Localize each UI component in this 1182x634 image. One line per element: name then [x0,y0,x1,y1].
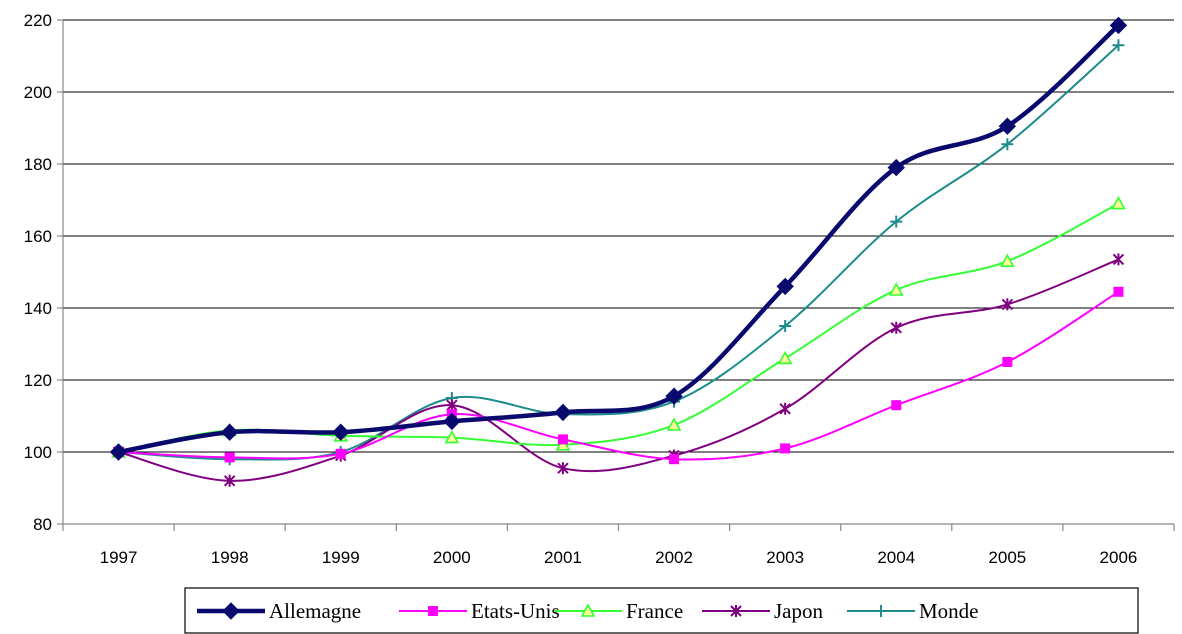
data-point-allemagne [776,277,794,296]
x-tick-label: 2001 [544,548,582,567]
legend-swatch-marker [222,602,240,620]
grid [57,19,1174,525]
legend-swatch-marker [875,605,887,617]
series-line-etats-unis [117,290,1120,461]
data-point-allemagne [554,403,572,422]
data-point-japon [1001,298,1014,311]
data-point-allemagne [443,412,461,431]
series-france [111,195,1126,458]
legend-item-monde: Monde [847,599,979,623]
series-monde [112,39,1125,466]
legend-label: Japon [774,599,823,623]
data-point-japon [1112,253,1125,266]
legend-item-allemagne: Allemagne [197,599,361,623]
data-point-france [888,282,904,296]
legend: Allemagne Etats-Unis France Japon Monde [184,587,1139,634]
x-tick-label: 2000 [433,548,471,567]
x-tick-label: 2003 [766,548,804,567]
x-axis-tick-labels: 1997 1998 1999 2000 2001 2002 2003 2004 2005 2006 [100,548,1138,567]
legend-swatch-marker [730,605,742,617]
data-point-japon [890,321,902,334]
x-tick-label: 1997 [100,548,138,567]
series-group [109,16,1128,487]
data-point-allemagne [998,117,1017,135]
y-tick-label: 180 [24,155,52,174]
series-line-france [117,202,1120,453]
data-point-monde [779,320,792,332]
y-axis-tick-labels: 80 100 120 140 160 180 200 220 [24,11,52,534]
data-point-monde [1112,39,1125,52]
y-tick-label: 160 [24,227,52,246]
legend-label: Monde [919,599,979,623]
x-axis [62,20,1175,531]
legend-box [184,587,1139,634]
data-point-monde [1001,138,1014,151]
legend-swatch-marker [428,606,438,616]
data-point-allemagne [887,158,905,177]
data-point-japon [557,462,569,475]
data-point-allemagne [1109,16,1128,35]
x-tick-label: 1998 [211,548,249,567]
data-point-monde [890,215,903,228]
y-tick-label: 100 [24,443,52,462]
data-point-france [1111,195,1126,210]
series-line-monde [117,44,1120,461]
data-point-france [777,350,793,365]
data-point-japon [223,474,236,487]
legend-label: Etats-Unis [471,599,560,623]
x-tick-label: 1999 [322,548,360,567]
legend-label: Allemagne [269,599,361,623]
data-point-france [444,429,460,444]
data-point-allemagne [665,387,683,405]
data-point-etats-unis [669,454,680,465]
series-allemagne [109,16,1128,461]
data-point-japon [779,402,791,415]
data-point-france [666,417,682,431]
data-point-etats-unis [557,434,568,445]
series-line-allemagne [116,23,1121,455]
data-point-allemagne [109,443,128,461]
data-point-etats-unis [224,452,235,463]
y-tick-label: 120 [24,371,52,390]
series-etats-unis [113,286,1124,465]
data-point-etats-unis [1113,286,1124,297]
x-tick-label: 2004 [877,548,915,567]
y-tick-label: 140 [24,299,52,318]
data-point-etats-unis [1002,357,1013,367]
legend-item-france: France [554,599,683,623]
legend-label: France [626,599,683,623]
data-point-etats-unis [335,448,346,459]
y-tick-label: 80 [33,515,52,534]
data-point-etats-unis [780,443,791,454]
legend-item-etats-unis: Etats-Unis [399,599,560,623]
series-line-japon [117,258,1120,482]
data-point-allemagne [220,423,239,441]
data-point-allemagne [332,423,350,441]
y-tick-label: 220 [24,11,52,30]
y-tick-label: 200 [24,83,52,102]
x-tick-label: 2005 [988,548,1026,567]
data-point-etats-unis [891,400,902,411]
legend-swatch-marker [580,603,596,617]
data-point-france [1000,253,1015,268]
x-tick-label: 2002 [655,548,693,567]
legend-item-japon: Japon [702,599,823,623]
x-tick-label: 2006 [1100,548,1138,567]
